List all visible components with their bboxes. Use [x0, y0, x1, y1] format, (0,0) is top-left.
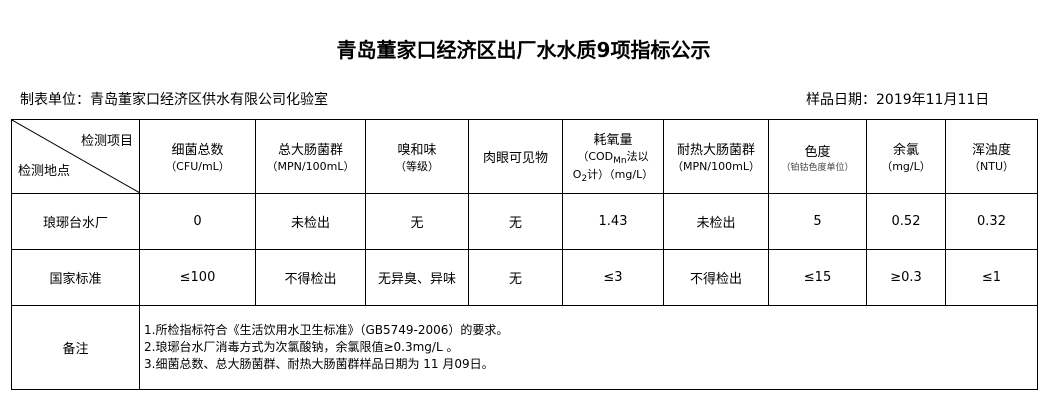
value-cell: 无 [468, 249, 563, 306]
note-line: 2.琅琊台水厂消毒方式为次氯酸钠，余氯限值≥0.3mg/L 。 [144, 340, 459, 354]
header-unit: （铂钴色度单位） [781, 162, 854, 173]
header-name: 余氯 [892, 143, 919, 158]
header-unit: （mg/L） [881, 160, 931, 173]
header-name: 肉眼可见物 [482, 151, 548, 166]
header-color: 色度 （铂钴色度单位） [768, 119, 867, 194]
site-cell: 国家标准 [11, 249, 140, 306]
table-row: 国家标准 ≤100 不得检出 无异臭、异味 无 ≤3 不得检出 ≤15 ≥0.3… [11, 249, 1038, 306]
value-cell: ≤100 [139, 249, 256, 306]
header-name: 浑浊度 [971, 143, 1011, 158]
header-name: 嗅和味 [397, 143, 437, 158]
header-turbidity: 浑浊度 （NTU） [945, 119, 1038, 194]
value-cell: 5 [768, 193, 867, 250]
issuing-unit: 制表单位：青岛董家口经济区供水有限公司化验室 [20, 92, 328, 108]
value-cell: ≤3 [562, 249, 664, 306]
value-cell: 0.32 [945, 193, 1038, 250]
header-unit: 计）（mg/L） [587, 168, 654, 181]
header-unit: （CFU/mL） [165, 160, 230, 173]
notes-row: 备注 1.所检指标符合《生活饮用水卫生标准》（GB5749-2006）的要求。 … [11, 305, 1038, 390]
header-unit: （等级） [395, 160, 439, 173]
corner-site-label: 检测地点 [18, 164, 71, 179]
notes-label: 备注 [11, 305, 140, 390]
value-cell: 未检出 [255, 193, 366, 250]
header-name: 色度 [804, 144, 831, 160]
value-cell: 未检出 [663, 193, 769, 250]
page-title: 青岛董家口经济区出厂水水质9项指标公示 [336, 38, 711, 62]
header-sub: 2 [581, 174, 588, 185]
header-unit: （MPN/100mL） [266, 160, 355, 173]
header-bacteria: 细菌总数 （CFU/mL） [139, 119, 256, 194]
value-cell: 无 [365, 193, 469, 250]
header-name: 细菌总数 [171, 143, 224, 158]
value-cell: 不得检出 [663, 249, 769, 306]
value-cell: 0.52 [866, 193, 946, 250]
table-row: 琅琊台水厂 0 未检出 无 无 1.43 未检出 5 0.52 0.32 [11, 193, 1038, 250]
note-line: 1.所检指标符合《生活饮用水卫生标准》（GB5749-2006）的要求。 [144, 323, 509, 337]
diagonal-line [12, 120, 140, 193]
header-visible: 肉眼可见物 [468, 119, 563, 194]
header-unit: （MPN/100mL） [672, 160, 760, 173]
water-quality-table: 检测项目 检测地点 细菌总数 （CFU/mL） 总大肠菌群 （MPN/100mL） … [11, 119, 1038, 390]
site-cell: 琅琊台水厂 [11, 193, 140, 250]
header-row: 检测项目 检测地点 细菌总数 （CFU/mL） 总大肠菌群 （MPN/100mL） … [11, 119, 1038, 194]
value-cell: ≤1 [945, 249, 1038, 306]
value-cell: ≥0.3 [866, 249, 946, 306]
header-odor: 嗅和味 （等级） [365, 119, 469, 194]
header-name: 总大肠菌群 [277, 143, 343, 158]
corner-cell: 检测项目 检测地点 [11, 119, 140, 194]
header-unit: （NTU） [969, 160, 1014, 173]
value-cell: 不得检出 [255, 249, 366, 306]
header-chlorine: 余氯 （mg/L） [866, 119, 946, 194]
value-cell: 1.43 [562, 193, 664, 250]
header-unit: O [572, 168, 582, 181]
header-unit: （COD [577, 149, 614, 163]
header-coliform: 总大肠菌群 （MPN/100mL） [255, 119, 366, 194]
header-unit: 法以 [626, 149, 649, 163]
header-thermo-coliform: 耐热大肠菌群 （MPN/100mL） [663, 119, 769, 194]
value-cell: 0 [139, 193, 256, 250]
value-cell: 无 [468, 193, 563, 250]
header-name: 耐热大肠菌群 [676, 143, 755, 158]
value-cell: 无异臭、异味 [365, 249, 469, 306]
header-cod: 耗氧量 （CODMn法以 O2计）（mg/L） [562, 119, 664, 194]
header-sub: Mn [613, 156, 627, 166]
corner-item-label: 检测项目 [80, 134, 133, 149]
notes-content: 1.所检指标符合《生活饮用水卫生标准》（GB5749-2006）的要求。 2.琅… [139, 305, 1038, 390]
sample-date: 样品日期：2019年11月11日 [806, 92, 990, 108]
note-line: 3.细菌总数、总大肠菌群、耐热大肠菌群样品日期为 11 月09日。 [144, 357, 494, 371]
value-cell: ≤15 [768, 249, 867, 306]
header-name: 耗氧量 [593, 132, 633, 148]
